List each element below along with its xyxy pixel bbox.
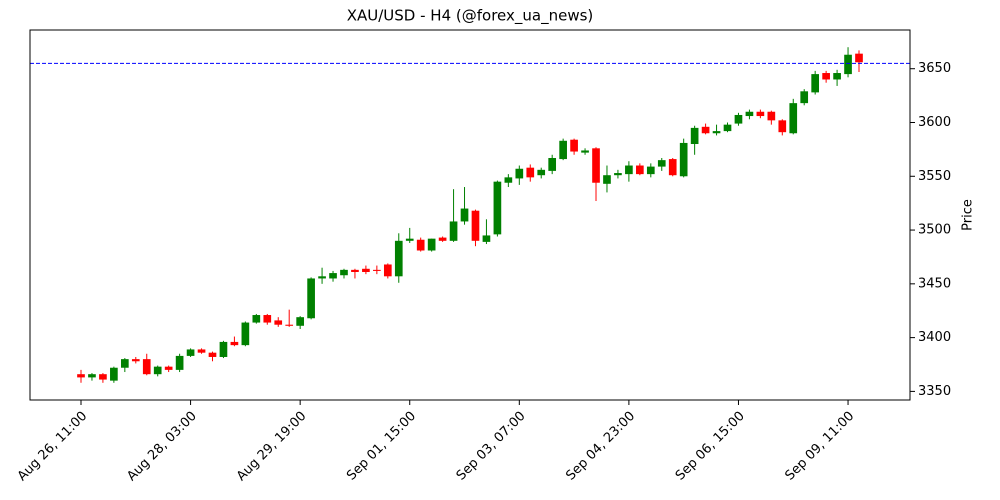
candle-body xyxy=(416,239,425,251)
candle-body xyxy=(164,366,173,370)
y-tick-label: 3550 xyxy=(918,169,951,184)
candle-body xyxy=(351,269,359,273)
candle-body xyxy=(110,367,118,381)
candle-body xyxy=(822,73,830,80)
candle-body xyxy=(734,114,743,124)
candle-body xyxy=(340,269,348,276)
candle-body xyxy=(274,320,283,325)
y-tick-label: 3650 xyxy=(918,61,951,76)
candle-body xyxy=(285,324,294,326)
candle-body xyxy=(471,210,480,241)
y-tick-label: 3600 xyxy=(918,115,951,130)
plot-frame xyxy=(29,29,911,401)
candle-body xyxy=(833,73,841,80)
candle-body xyxy=(383,264,392,277)
candle-body xyxy=(745,111,754,117)
candle-body xyxy=(219,341,228,357)
candle-body xyxy=(493,181,502,235)
candle-body xyxy=(197,349,206,353)
candle-body xyxy=(679,142,688,177)
candle-body xyxy=(263,315,272,323)
candle-body xyxy=(559,140,567,160)
candle-body xyxy=(449,221,458,241)
y-tick-label: 3350 xyxy=(918,384,951,399)
candle-body xyxy=(592,148,600,183)
candle-body xyxy=(405,238,414,241)
y-tick-label: 3450 xyxy=(918,276,951,291)
candle-body xyxy=(690,127,699,145)
candle-body xyxy=(438,237,447,241)
candle-body xyxy=(537,169,546,176)
candle-body xyxy=(614,173,622,176)
y-tick-label: 3500 xyxy=(918,223,951,238)
candle-body xyxy=(318,276,326,279)
candle-body xyxy=(307,278,315,319)
candle-body xyxy=(88,374,96,378)
candle-body xyxy=(394,240,403,277)
candle-body xyxy=(844,54,852,75)
candle-body xyxy=(296,317,304,326)
candle-body xyxy=(800,91,809,104)
candle-body xyxy=(252,315,261,323)
candle-body xyxy=(329,273,337,279)
candle-body xyxy=(712,131,721,134)
candle-body xyxy=(186,349,195,356)
candle-body xyxy=(99,374,107,380)
candle-body xyxy=(208,352,217,357)
candle-body xyxy=(120,359,129,368)
candle-body xyxy=(373,269,381,271)
candle-body xyxy=(756,111,765,117)
candle-body xyxy=(855,53,863,63)
candle-body xyxy=(460,208,469,222)
candle-body xyxy=(504,177,513,183)
candle-body xyxy=(570,139,578,152)
candle-body xyxy=(789,103,798,134)
candle-body xyxy=(811,74,820,93)
candle-body xyxy=(482,235,491,242)
candle-body xyxy=(241,322,250,346)
candle-body xyxy=(548,157,557,171)
candle-body xyxy=(767,111,776,121)
candle-body xyxy=(77,374,85,378)
candle-body xyxy=(142,359,151,375)
candle-body xyxy=(153,366,162,375)
candle-body xyxy=(636,165,644,175)
candle-body xyxy=(646,166,655,175)
candle-body xyxy=(778,120,787,133)
chart-title: XAU/USD - H4 (@forex_ua_news) xyxy=(347,7,594,26)
candle-body xyxy=(603,175,611,184)
y-axis-label: Price xyxy=(961,199,976,231)
candle-body xyxy=(526,167,535,178)
candle-body xyxy=(362,268,370,273)
candle-body xyxy=(581,150,589,153)
candle-body xyxy=(723,124,732,132)
candle-body xyxy=(657,160,666,167)
candle-body xyxy=(427,238,436,251)
candle-body xyxy=(131,359,140,362)
candle-body xyxy=(701,126,710,134)
y-tick-label: 3400 xyxy=(918,330,951,345)
candle-body xyxy=(668,159,677,176)
candle-body xyxy=(625,165,633,175)
candle-body xyxy=(230,341,239,346)
candle-body xyxy=(515,168,524,179)
candle-body xyxy=(175,355,184,370)
